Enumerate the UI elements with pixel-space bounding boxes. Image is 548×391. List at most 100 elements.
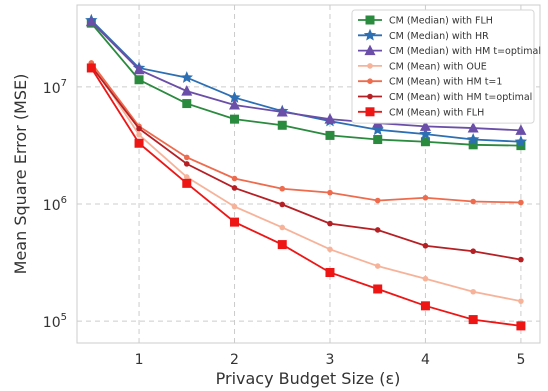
data-point: [371, 123, 384, 136]
data-point: [183, 174, 190, 180]
data-point: [136, 125, 142, 132]
data-point: [182, 178, 192, 188]
data-point: [516, 321, 526, 331]
data-point: [183, 154, 190, 161]
series-line: [90, 22, 521, 147]
legend-label: CM (Mean) with OUE: [389, 61, 487, 72]
data-point: [181, 85, 193, 96]
legend-label: CM (Median) with FLH: [389, 16, 493, 27]
data-point: [230, 217, 240, 227]
data-point: [182, 99, 192, 109]
data-point: [518, 256, 524, 263]
series-line: [90, 62, 522, 303]
data-point: [470, 288, 476, 295]
series-line: [90, 67, 522, 327]
data-point: [277, 120, 287, 130]
data-point: [276, 106, 288, 117]
data-point: [419, 127, 432, 140]
series-line: [90, 65, 522, 261]
data-point: [229, 99, 241, 110]
data-point: [420, 137, 430, 147]
x-tick-label: 1: [135, 352, 144, 368]
data-point: [134, 75, 144, 85]
data-point: [466, 133, 480, 145]
legend-label: CM (Median) with HR: [389, 31, 489, 42]
data-point: [468, 315, 478, 325]
data-point: [470, 198, 476, 205]
series-lines: [85, 13, 528, 331]
data-point: [468, 140, 478, 150]
data-point: [230, 114, 240, 124]
data-point: [277, 240, 287, 250]
data-point: [327, 220, 333, 227]
y-tick-label: 106: [43, 195, 67, 214]
data-point: [325, 267, 335, 277]
data-point: [136, 131, 142, 138]
legend-marker: [365, 107, 375, 117]
x-tick-label: 4: [421, 352, 430, 368]
x-tick-label: 2: [230, 352, 239, 368]
data-point: [231, 203, 238, 210]
data-point: [279, 201, 286, 208]
legend-label: CM (Median) with HM t=optimal: [389, 46, 541, 57]
data-point: [85, 15, 97, 27]
y-tick-labels: 105 106 107: [43, 78, 67, 331]
data-point: [228, 91, 241, 103]
x-tick-labels: 1 2 3 4 5: [135, 352, 526, 368]
data-point: [373, 135, 383, 145]
data-point: [374, 263, 381, 269]
x-tick-label: 3: [326, 352, 335, 368]
data-point: [231, 185, 238, 191]
y-tick-label: 107: [43, 78, 67, 97]
data-point: [515, 124, 527, 135]
data-point: [134, 138, 144, 148]
series-3: [88, 60, 524, 304]
data-point: [422, 275, 429, 282]
data-point: [279, 185, 286, 192]
data-point: [231, 175, 238, 182]
data-point: [467, 122, 479, 133]
data-point: [374, 197, 381, 204]
data-point: [518, 199, 524, 206]
data-point: [327, 189, 333, 196]
legend-marker: [367, 93, 373, 100]
legend-label: CM (Mean) with HM t=optimal: [389, 92, 532, 103]
data-point: [86, 63, 96, 73]
data-point: [183, 161, 190, 167]
y-axis-label: Mean Square Error (MSE): [11, 74, 30, 275]
series-4: [88, 60, 524, 206]
y-tick-label: 105: [43, 312, 67, 331]
x-tick-label: 5: [516, 352, 525, 368]
data-point: [133, 63, 145, 75]
x-axis-label: Privacy Budget Size (ε): [216, 369, 401, 388]
data-point: [180, 71, 193, 83]
data-point: [419, 120, 431, 131]
legend-box: [351, 9, 535, 124]
legend-label: CM (Mean) with HM t=1: [389, 77, 502, 88]
data-point: [420, 301, 430, 311]
data-point: [374, 227, 381, 233]
data-point: [422, 242, 429, 249]
data-point: [422, 194, 429, 201]
legend-marker: [363, 28, 377, 41]
series-5: [88, 63, 524, 263]
series-line: [90, 62, 521, 204]
legend-marker: [367, 63, 373, 69]
data-point: [327, 246, 333, 253]
data-point: [518, 298, 524, 304]
data-point: [470, 248, 476, 255]
legend-marker: [364, 44, 376, 56]
series-6: [86, 63, 526, 331]
series-line: [90, 21, 521, 132]
data-point: [324, 113, 336, 124]
data-point: [516, 141, 526, 151]
data-point: [325, 130, 335, 140]
legend-marker: [365, 15, 375, 25]
data-point: [279, 224, 286, 231]
legend: CM (Median) with FLH CM (Median) with HR C…: [351, 9, 541, 124]
data-point: [514, 135, 528, 147]
legend-label: CM (Mean) with FLH: [389, 107, 484, 118]
data-point: [373, 284, 383, 294]
legend-marker: [367, 78, 373, 84]
